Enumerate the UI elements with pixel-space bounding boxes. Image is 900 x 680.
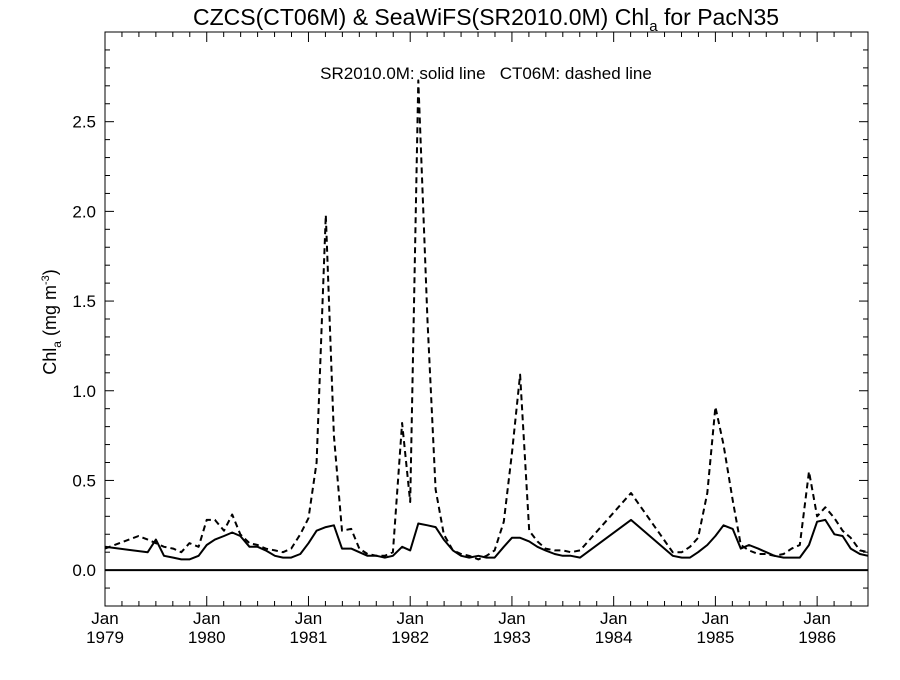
- x-tick-label-month: Jan: [803, 609, 830, 628]
- x-tick-label-year: 1986: [798, 628, 836, 647]
- y-axis-label-subscript: a: [50, 341, 64, 348]
- x-tick-label-month: Jan: [498, 609, 525, 628]
- y-axis-label-middle: (mg m: [40, 285, 60, 341]
- y-axis-label-suffix: ): [40, 269, 60, 275]
- x-tick-label-year: 1981: [290, 628, 328, 647]
- x-tick-label-month: Jan: [193, 609, 220, 628]
- y-axis-label-prefix: Chl: [40, 348, 60, 375]
- x-tick-label-year: 1980: [188, 628, 226, 647]
- series-ct06m-dashed-line: [104, 79, 869, 561]
- chart-title-suffix: for PacN35: [658, 4, 779, 30]
- y-axis-label: Chla (mg m-3): [40, 269, 64, 374]
- plot-frame: [104, 31, 869, 607]
- y-tick-label: 0.5: [72, 471, 96, 490]
- x-tick-label-month: Jan: [702, 609, 729, 628]
- y-tick-label: 0.0: [72, 561, 96, 580]
- x-tick-label-month: Jan: [396, 609, 423, 628]
- y-tick-label: 2.5: [72, 113, 96, 132]
- x-tick-label-year: 1983: [493, 628, 531, 647]
- x-tick-label-month: Jan: [295, 609, 322, 628]
- x-tick-label-year: 1984: [595, 628, 633, 647]
- axes-layer: 0.00.51.01.52.02.5Jan1979Jan1980Jan1981J…: [72, 31, 869, 647]
- x-tick-label-year: 1979: [86, 628, 124, 647]
- x-tick-label-month: Jan: [91, 609, 118, 628]
- series-layer: [104, 79, 869, 561]
- y-tick-label: 2.0: [72, 202, 96, 221]
- x-tick-label-month: Jan: [600, 609, 627, 628]
- legend-annotation: SR2010.0M: solid line CT06M: dashed line: [320, 64, 652, 83]
- y-tick-label: 1.0: [72, 382, 96, 401]
- series-sr2010-solid-line: [104, 518, 869, 561]
- y-tick-label: 1.5: [72, 292, 96, 311]
- x-tick-label-year: 1982: [391, 628, 429, 647]
- chart-title: CZCS(CT06M) & SeaWiFS(SR2010.0M) Chla fo…: [193, 4, 779, 35]
- x-tick-label-year: 1985: [696, 628, 734, 647]
- chart-title-subscript: a: [649, 18, 658, 35]
- y-axis-label-superscript: -3: [40, 275, 52, 285]
- chart-title-prefix: CZCS(CT06M) & SeaWiFS(SR2010.0M) Chl: [193, 4, 649, 30]
